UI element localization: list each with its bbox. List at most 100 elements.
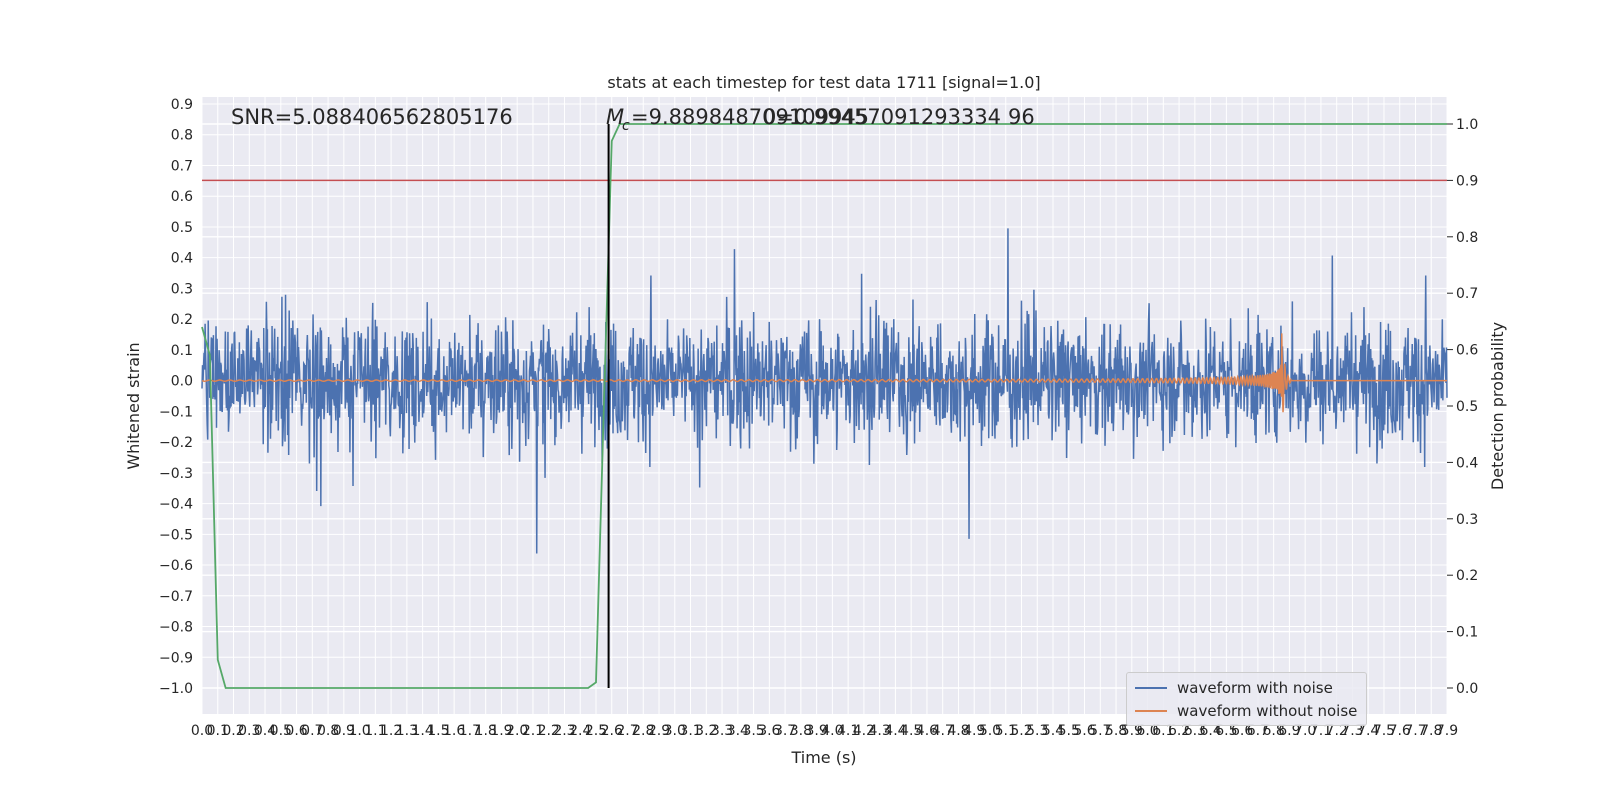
x-tick-label: 2.7 <box>616 723 638 739</box>
x-tick-label: 3.9 <box>805 723 827 739</box>
x-tick-label: 7.8 <box>1420 723 1442 739</box>
y-tick-label: −0.7 <box>159 589 193 605</box>
x-tick-label: 3.6 <box>758 723 780 739</box>
probability-line <box>201 123 1447 689</box>
y-tick-label: 0.7 <box>171 158 193 174</box>
noisy-waveform-line <box>201 228 1448 554</box>
x-tick-label: 4.7 <box>932 723 954 739</box>
x-tick-label: 7.3 <box>1341 723 1363 739</box>
y-tick-label: 0.4 <box>171 251 193 267</box>
x-tick-label: 4.1 <box>837 723 859 739</box>
x-tick-label: 6.6 <box>1231 723 1253 739</box>
y-tick-label: 0.3 <box>171 281 193 297</box>
x-tick-label: 7.4 <box>1357 723 1379 739</box>
x-tick-label: 1.3 <box>396 723 418 739</box>
x-tick-label: 3.0 <box>664 723 686 739</box>
x-tick-label: 6.8 <box>1263 723 1285 739</box>
x-tick-label: 1.9 <box>490 723 512 739</box>
right-y-tick-label: 0.4 <box>1456 455 1478 471</box>
x-tick-label: 7.0 <box>1294 723 1316 739</box>
x-tick-label: 3.4 <box>727 723 749 739</box>
x-tick-label: 4.3 <box>869 723 891 739</box>
y-tick-label: 0.6 <box>171 189 193 205</box>
probability-annotation: 0=0.99457091293334 96 <box>763 105 1035 129</box>
y-tick-label: −1.0 <box>159 681 193 697</box>
legend-item-with-noise: waveform with noise <box>1135 678 1333 698</box>
y-tick-label: −0.6 <box>159 558 193 574</box>
x-tick-label: 4.2 <box>853 723 875 739</box>
x-tick-label: 0.7 <box>301 723 323 739</box>
x-tick-label: 4.9 <box>963 723 985 739</box>
legend: waveform with noise waveform without noi… <box>1126 672 1367 726</box>
x-tick-label: 7.6 <box>1389 723 1411 739</box>
y-tick-label: 0.2 <box>171 312 193 328</box>
x-tick-label: 5.8 <box>1105 723 1127 739</box>
x-tick-label: 2.8 <box>632 723 654 739</box>
y-tick-label: −0.1 <box>159 404 193 420</box>
y-tick-label: 0.8 <box>171 128 193 144</box>
x-tick-label: 4.8 <box>947 723 969 739</box>
x-tick-label: 5.5 <box>1058 723 1080 739</box>
x-tick-label: 0.8 <box>317 723 339 739</box>
x-tick-label: 0.5 <box>270 723 292 739</box>
series-detection-probability <box>201 123 1447 689</box>
x-tick-label: 4.6 <box>916 723 938 739</box>
x-tick-label: 0.0 <box>191 723 213 739</box>
x-tick-label: 1.6 <box>443 723 465 739</box>
legend-swatch <box>1135 710 1167 712</box>
x-axis-label: Time (s) <box>790 748 856 767</box>
x-tick-label: 7.9 <box>1436 723 1458 739</box>
x-tick-labels: 0.00.10.20.30.40.50.60.70.80.91.01.11.21… <box>191 723 1458 739</box>
x-tick-label: 2.2 <box>538 723 560 739</box>
snr-annotation: SNR=5.088406562805176 <box>231 105 513 129</box>
x-tick-label: 0.3 <box>238 723 260 739</box>
y-tick-label: 0.0 <box>171 374 193 390</box>
series-waveform-with-noise <box>201 228 1448 554</box>
x-tick-label: 5.4 <box>1042 723 1064 739</box>
right-y-tick-label: 1.0 <box>1456 117 1478 133</box>
x-tick-label: 6.7 <box>1247 723 1269 739</box>
y-tick-label: −0.2 <box>159 435 193 451</box>
x-tick-label: 2.4 <box>569 723 591 739</box>
x-tick-label: 6.9 <box>1278 723 1300 739</box>
y-tick-label: −0.5 <box>159 527 193 543</box>
x-tick-label: 2.0 <box>506 723 528 739</box>
x-tick-label: 3.8 <box>790 723 812 739</box>
right-y-tick-label: 0.6 <box>1456 343 1478 359</box>
mc-annotation: =9.889848709109945 <box>631 105 869 129</box>
x-tick-label: 3.2 <box>695 723 717 739</box>
legend-swatch <box>1135 687 1167 689</box>
mc-symbol: M <box>606 105 624 129</box>
y-axis-label: Whitened strain <box>124 342 143 469</box>
x-tick-label: 0.9 <box>333 723 355 739</box>
right-y-tick-label: 0.3 <box>1456 512 1478 528</box>
y-tick-label: 0.5 <box>171 220 193 236</box>
x-tick-label: 5.3 <box>1026 723 1048 739</box>
mc-subscript: c <box>622 118 630 134</box>
x-tick-label: 0.1 <box>207 723 229 739</box>
legend-label: waveform with noise <box>1177 679 1333 697</box>
right-y-tick-label: 0.7 <box>1456 286 1478 302</box>
x-tick-label: 1.8 <box>475 723 497 739</box>
right-y-axis-label: Detection probability <box>1488 322 1507 490</box>
x-tick-label: 7.5 <box>1373 723 1395 739</box>
y-tick-labels: 0.9 0.8 0.7 0.6 0.5 0.4 0.3 0.2 0.1 0.0 −0.1 −0.2 −0… <box>159 97 193 697</box>
x-tick-label: 1.7 <box>459 723 481 739</box>
x-tick-label: 1.2 <box>380 723 402 739</box>
chart-title: stats at each timestep for test data 171… <box>607 73 1040 92</box>
x-tick-label: 2.9 <box>648 723 670 739</box>
x-tick-label: 3.3 <box>711 723 733 739</box>
x-tick-label: 6.0 <box>1136 723 1158 739</box>
y-tick-label: 0.9 <box>171 97 193 113</box>
legend-item-without-noise: waveform without noise <box>1135 701 1357 721</box>
right-y-tick-label: 0.0 <box>1456 681 1478 697</box>
x-tick-label: 5.2 <box>1010 723 1032 739</box>
x-tick-label: 1.4 <box>412 723 434 739</box>
x-tick-label: 7.7 <box>1404 723 1426 739</box>
x-tick-label: 6.1 <box>1152 723 1174 739</box>
series-waveform-without-noise <box>201 333 1447 413</box>
x-tick-label: 6.2 <box>1168 723 1190 739</box>
x-tick-label: 6.5 <box>1215 723 1237 739</box>
x-tick-label: 2.3 <box>553 723 575 739</box>
